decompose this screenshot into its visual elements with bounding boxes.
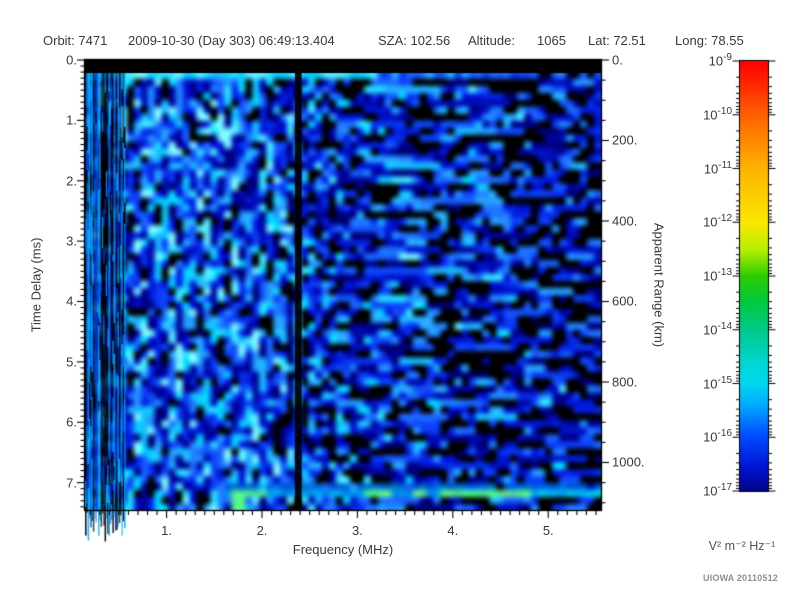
header-sza: SZA: 102.56	[378, 33, 451, 48]
header-orbit: Orbit: 7471	[43, 33, 108, 48]
colorbar-tick-label: 10-13	[703, 267, 732, 284]
y-tick-label: 5.	[66, 354, 77, 370]
x-axis-title: Frequency (MHz)	[292, 542, 394, 557]
colorbar-tick-label: 10-14	[703, 320, 732, 338]
y-tick-label: 2.	[66, 173, 77, 189]
y2-tick-label: 200.	[612, 132, 638, 148]
y-axis-title: Time Delay (ms)	[28, 237, 44, 333]
header-datetime: 2009-10-30 (Day 303) 06:49:13.404	[128, 33, 335, 48]
x-tick-label: 3.	[351, 523, 363, 538]
y2-tick-label: 600.	[612, 293, 638, 309]
header-long: Long: 78.55	[675, 33, 744, 48]
x-tick-label: 5.	[542, 523, 554, 538]
colorbar-tick-label: 10-11	[703, 159, 732, 176]
y2-axis-title: Apparent Range (km)	[651, 222, 667, 348]
colorbar-unit-label: V² m⁻² Hz⁻¹	[708, 539, 776, 553]
x-tick-label: 1.	[161, 523, 172, 538]
y-tick-label: 6.	[66, 414, 77, 430]
y-tick-label: 0.	[66, 52, 77, 68]
colorbar-tick-label: 10-15	[703, 374, 732, 391]
y2-tick-label: 1000.	[612, 454, 645, 470]
colorbar-tick-label: 10-10	[703, 105, 732, 123]
colorbar-tick-label: 10-16	[703, 428, 732, 445]
x-tick-label: 4.	[447, 523, 459, 538]
y-tick-label: 4.	[66, 293, 77, 309]
y-tick-label: 7.	[66, 475, 77, 491]
y2-tick-label: 400.	[612, 213, 638, 229]
header-altitude-label: Altitude:	[468, 33, 515, 48]
y-tick-label: 3.	[66, 233, 77, 249]
header-altitude-value: 1065	[537, 33, 566, 48]
watermark: UIOWA 20110512	[702, 573, 778, 583]
colorbar-tick-label: 10-12	[703, 213, 732, 230]
y-tick-label: 1.	[66, 112, 77, 128]
colorbar-tick-label: 10-9	[708, 52, 732, 69]
colorbar-tick-label: 10-17	[703, 482, 732, 499]
y2-tick-label: 800.	[612, 374, 638, 390]
x-tick-label: 2.	[256, 523, 268, 538]
header-lat: Lat: 72.51	[588, 33, 646, 48]
y2-tick-label: 0.	[612, 52, 623, 68]
